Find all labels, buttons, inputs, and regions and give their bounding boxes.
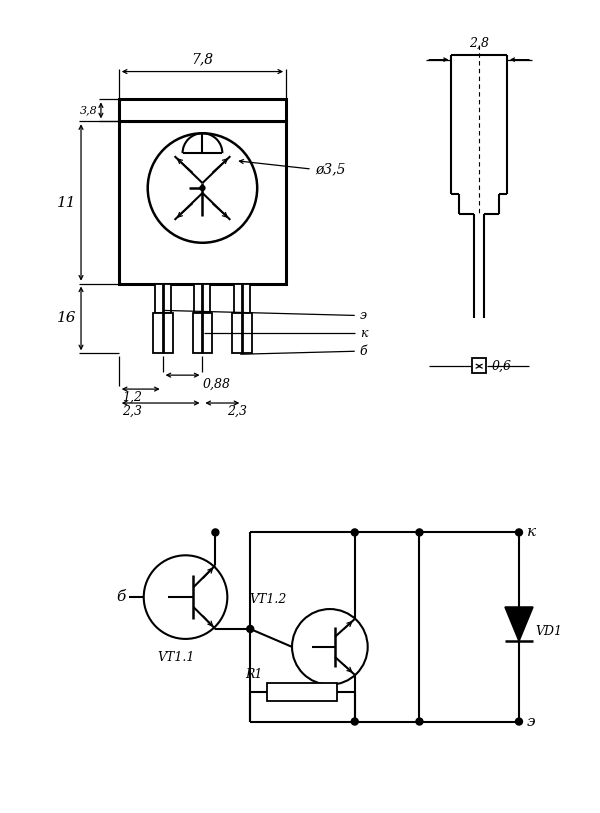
Bar <box>267 683 337 701</box>
Text: ø3,5: ø3,5 <box>315 162 346 176</box>
Text: 16: 16 <box>56 311 76 325</box>
Text: 11: 11 <box>56 196 76 210</box>
Bar <box>119 121 286 284</box>
Circle shape <box>144 555 227 639</box>
Text: R1: R1 <box>245 667 262 680</box>
Text: 1,2: 1,2 <box>122 391 142 404</box>
Text: 0,6: 0,6 <box>492 359 512 372</box>
Circle shape <box>247 625 254 633</box>
Text: э: э <box>527 715 535 728</box>
Circle shape <box>515 718 523 725</box>
Text: VD1: VD1 <box>535 625 562 638</box>
Circle shape <box>351 529 358 536</box>
Circle shape <box>212 529 219 536</box>
Text: б: б <box>360 345 367 358</box>
Bar <box>193 314 212 353</box>
Text: VT1.2: VT1.2 <box>250 593 287 606</box>
Text: 2,3: 2,3 <box>122 405 142 418</box>
Bar <box>235 284 250 314</box>
Text: 2,8: 2,8 <box>469 37 489 50</box>
Text: к: к <box>360 327 367 340</box>
Circle shape <box>416 718 423 725</box>
Text: э: э <box>360 309 367 322</box>
Circle shape <box>351 718 358 725</box>
Text: 7,8: 7,8 <box>191 53 214 67</box>
Bar <box>232 314 252 353</box>
Bar <box>152 314 173 353</box>
Bar <box>119 99 286 121</box>
Bar <box>472 359 486 373</box>
Text: 2,3: 2,3 <box>227 405 247 418</box>
Circle shape <box>515 529 523 536</box>
Circle shape <box>200 185 205 190</box>
Text: VT1.1: VT1.1 <box>157 651 194 664</box>
Bar <box>194 284 211 314</box>
Text: 0,88: 0,88 <box>202 378 230 391</box>
Text: б: б <box>116 590 125 604</box>
Bar <box>155 284 170 314</box>
Circle shape <box>148 133 257 243</box>
Text: 3,8: 3,8 <box>80 106 98 115</box>
Circle shape <box>416 529 423 536</box>
Circle shape <box>292 609 368 685</box>
Polygon shape <box>505 607 533 641</box>
Text: к: к <box>527 525 536 539</box>
